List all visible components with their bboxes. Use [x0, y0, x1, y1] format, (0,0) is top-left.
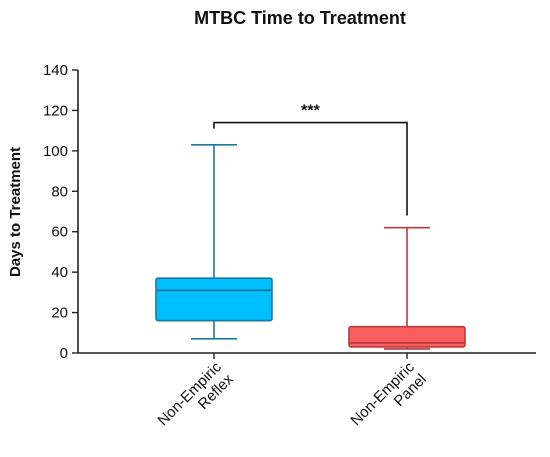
box-reflex — [155, 143, 273, 340]
category-label: Non-EmpiricReflex — [154, 358, 237, 441]
x-axis-labels: Non-EmpiricReflex Non-EmpiricPanel — [154, 358, 430, 441]
y-tick-label: 20 — [51, 305, 68, 322]
significance-annotation: *** — [213, 103, 408, 216]
y-tick-label: 60 — [51, 224, 68, 241]
y-axis-label: Days to Treatment — [7, 147, 24, 277]
category-label: Non-EmpiricPanel — [347, 358, 430, 441]
box-iqr — [155, 277, 273, 322]
boxes — [155, 143, 466, 350]
y-tick-label: 120 — [43, 102, 68, 119]
significance-bracket — [213, 121, 408, 216]
y-tick-label: 40 — [51, 264, 68, 281]
y-tick-label: 0 — [60, 345, 68, 362]
box-panel — [348, 226, 466, 350]
y-tick-label: 140 — [43, 62, 68, 79]
significance-label: *** — [301, 103, 320, 120]
chart-title: MTBC Time to Treatment — [194, 8, 406, 28]
axes: 0 20 40 60 80 100 120 140 — [43, 62, 536, 362]
box-iqr — [348, 325, 466, 348]
y-tick-label: 80 — [51, 183, 68, 200]
y-tick-label: 100 — [43, 143, 68, 160]
